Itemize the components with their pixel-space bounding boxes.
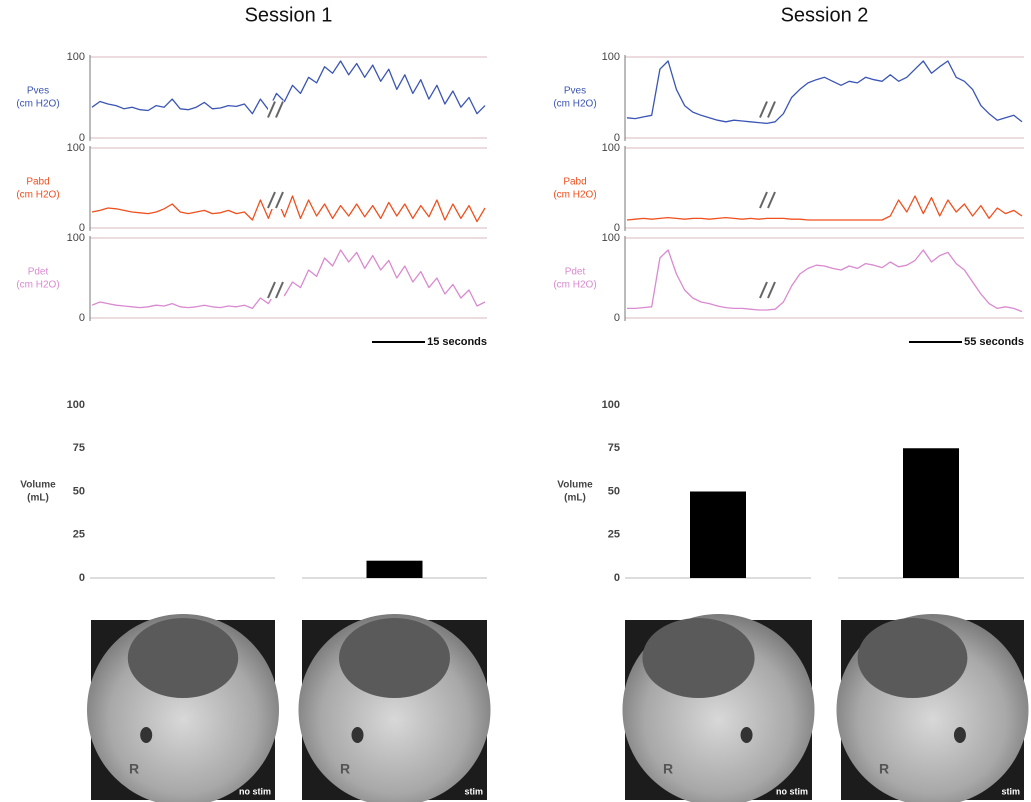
y-tick-label: 0	[79, 572, 85, 584]
y-tick-label: 50	[73, 485, 85, 497]
y-axis-unit: (cm H2O)	[553, 280, 596, 291]
trace	[91, 60, 486, 115]
y-axis-unit: (mL)	[27, 493, 49, 504]
bladder	[857, 618, 968, 698]
break-mark	[267, 281, 284, 299]
trace	[626, 60, 1023, 125]
catheter-balloon	[953, 727, 966, 743]
y-tick-label: 0	[614, 312, 620, 324]
y-tick-label: 0	[614, 222, 620, 234]
y-axis-unit: (cm H2O)	[553, 99, 596, 110]
y-axis-unit: (cm H2O)	[16, 99, 59, 110]
y-tick-label: 25	[608, 529, 620, 541]
y-axis-label: Pves	[27, 86, 49, 97]
image-label: stim	[1001, 786, 1020, 796]
y-axis-unit: (cm H2O)	[16, 280, 59, 291]
bar	[903, 448, 959, 578]
y-tick-label: 0	[79, 312, 85, 324]
trace	[91, 249, 486, 310]
y-tick-label: 0	[79, 132, 85, 144]
bar	[366, 560, 423, 578]
break-mark	[267, 101, 284, 118]
image-label: no stim	[239, 786, 271, 796]
catheter-balloon	[740, 727, 753, 743]
y-tick-label: 100	[602, 232, 620, 244]
scale-label: 15 seconds	[427, 336, 487, 348]
image-label: no stim	[776, 786, 808, 796]
y-axis-unit: (mL)	[564, 493, 586, 504]
break-gap	[268, 100, 284, 119]
y-tick-label: 50	[608, 485, 620, 497]
break-gap	[760, 100, 776, 119]
y-axis-unit: (cm H2O)	[553, 190, 596, 201]
y-tick-label: 0	[614, 572, 620, 584]
y-axis-label: Pves	[564, 86, 586, 97]
side-marker: R	[663, 761, 673, 777]
catheter-balloon	[140, 727, 153, 743]
bladder	[339, 618, 450, 698]
y-tick-label: 100	[67, 399, 85, 411]
y-tick-label: 100	[67, 142, 85, 154]
break-gap	[268, 281, 284, 299]
scale-label: 55 seconds	[964, 336, 1024, 348]
bladder	[642, 618, 755, 698]
y-axis-label: Pabd	[26, 177, 49, 188]
break-mark	[759, 101, 776, 118]
trace	[626, 195, 1023, 221]
y-tick-label: 75	[73, 442, 85, 454]
y-axis-label: Pabd	[563, 177, 586, 188]
break-gap	[268, 191, 284, 209]
trace	[91, 195, 486, 223]
image-label: stim	[464, 786, 483, 796]
bladder	[127, 618, 239, 698]
side-marker: R	[129, 761, 139, 777]
y-tick-label: 100	[67, 51, 85, 63]
y-tick-label: 0	[614, 132, 620, 144]
bar	[690, 491, 746, 578]
session-title: Session 2	[781, 4, 869, 26]
y-tick-label: 100	[67, 232, 85, 244]
y-axis-label: Pdet	[565, 267, 586, 278]
y-axis-label: Pdet	[28, 267, 49, 278]
break-gap	[760, 281, 776, 299]
side-marker: R	[879, 761, 889, 777]
trace	[627, 249, 1023, 313]
y-axis-label: Volume	[557, 480, 593, 491]
break-mark	[759, 281, 776, 299]
y-tick-label: 100	[602, 51, 620, 63]
y-tick-label: 25	[73, 529, 85, 541]
y-tick-label: 0	[79, 222, 85, 234]
y-tick-label: 100	[602, 399, 620, 411]
y-axis-unit: (cm H2O)	[16, 190, 59, 201]
y-tick-label: 100	[602, 142, 620, 154]
catheter-balloon	[351, 727, 364, 743]
y-tick-label: 75	[608, 442, 620, 454]
break-mark	[759, 191, 776, 209]
break-mark	[267, 191, 284, 209]
side-marker: R	[340, 761, 350, 777]
session-title: Session 1	[245, 4, 333, 26]
y-axis-label: Volume	[20, 480, 56, 491]
break-gap	[760, 191, 776, 209]
